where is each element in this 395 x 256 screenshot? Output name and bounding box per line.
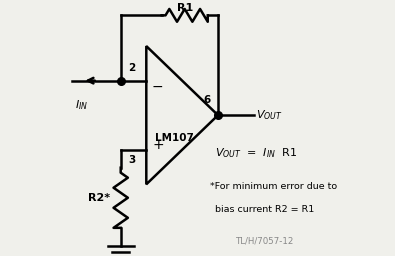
Text: *For minimum error due to: *For minimum error due to bbox=[210, 182, 337, 191]
Text: TL/H/7057-12: TL/H/7057-12 bbox=[236, 236, 294, 245]
Text: R2*: R2* bbox=[88, 193, 111, 203]
Text: $V_{OUT}$: $V_{OUT}$ bbox=[256, 108, 283, 122]
Text: 2: 2 bbox=[128, 63, 135, 73]
Text: LM107: LM107 bbox=[155, 133, 194, 143]
Text: 3: 3 bbox=[128, 155, 135, 165]
Text: R1: R1 bbox=[177, 3, 193, 13]
Text: 6: 6 bbox=[203, 95, 210, 105]
Text: −: − bbox=[152, 80, 164, 94]
Text: $V_{OUT}$  =  $I_{IN}$  R1: $V_{OUT}$ = $I_{IN}$ R1 bbox=[215, 147, 298, 161]
Text: +: + bbox=[152, 138, 164, 152]
Text: bias current R2 = R1: bias current R2 = R1 bbox=[215, 205, 315, 215]
Text: $I_{IN}$: $I_{IN}$ bbox=[75, 99, 88, 112]
